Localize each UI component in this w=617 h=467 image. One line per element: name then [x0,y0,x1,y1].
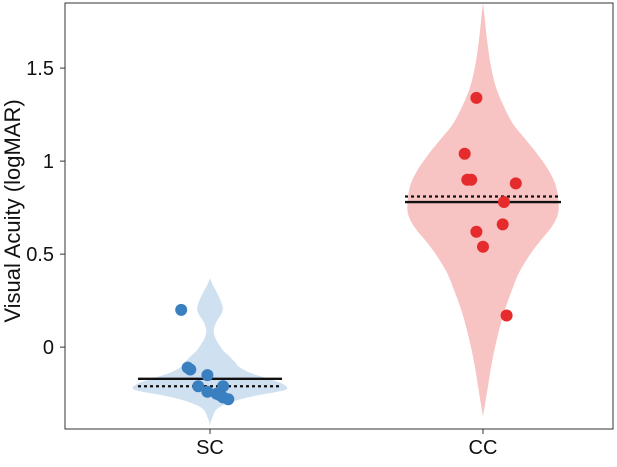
violins-layer [132,1,559,427]
point-sc-10 [222,393,235,406]
point-cc-10 [500,309,513,322]
plot-frame [64,2,614,430]
points-layer [175,91,522,406]
violin-sc [132,277,288,427]
point-cc-1 [470,91,483,104]
violin-cc [407,1,559,418]
y-axis-label: Visual Acuity (logMAR) [0,99,25,322]
x-tick-label-cc: CC [469,437,498,459]
y-tick-label-0: 0 [43,337,54,359]
point-sc-1 [175,303,188,316]
point-cc-8 [470,225,483,238]
point-sc-4 [201,369,214,382]
point-cc-5 [509,177,522,190]
point-cc-2 [458,147,471,160]
point-sc-11 [210,387,223,400]
y-tick-label-3: 1.5 [26,58,54,80]
point-sc-5 [192,380,205,393]
point-cc-9 [477,240,489,253]
point-cc-4 [465,173,478,186]
point-sc-7 [201,385,214,398]
summary-lines-layer [138,195,561,388]
point-sc-3 [184,363,197,376]
point-cc-7 [496,218,509,231]
x-tick-label-sc: SC [196,437,224,459]
y-tick-label-1: 0.5 [26,244,54,266]
point-cc-6 [498,196,510,208]
x-axis: SC CC [196,429,497,459]
y-axis: 0 0.5 1 1.5 [26,58,65,359]
y-tick-label-2: 1 [43,151,54,173]
